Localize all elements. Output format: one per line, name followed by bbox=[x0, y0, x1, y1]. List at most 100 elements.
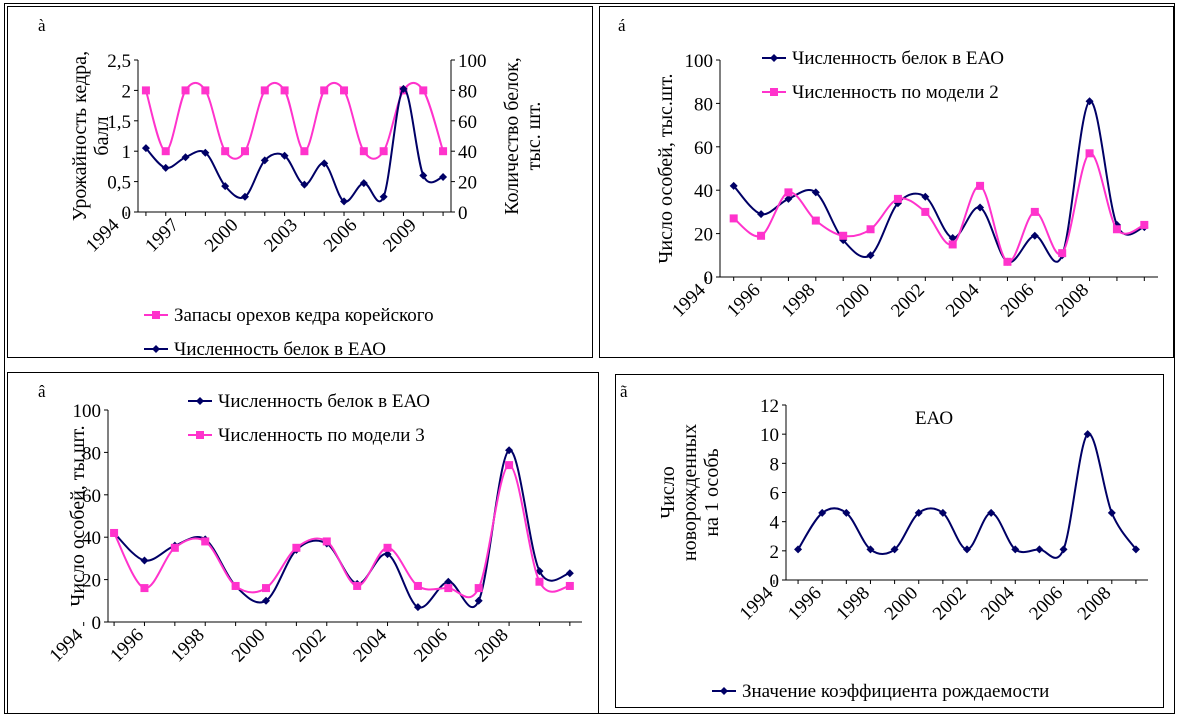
diamond-marker bbox=[141, 144, 150, 153]
series-line bbox=[732, 100, 1145, 264]
x-tick-label: 2006 bbox=[320, 215, 362, 257]
y-axis-label: Число особей, ты.шт. bbox=[67, 425, 89, 606]
diamond-marker bbox=[383, 550, 392, 559]
diamond-marker bbox=[379, 192, 388, 201]
diamond-marker bbox=[921, 192, 930, 201]
square-marker bbox=[535, 577, 544, 586]
diamond-marker bbox=[1030, 231, 1039, 240]
legend: Запасы орехов кедра корейского Численност… bbox=[144, 305, 434, 360]
square-marker bbox=[419, 86, 428, 95]
y2-tick-label: 100 bbox=[458, 51, 487, 72]
square-marker bbox=[921, 207, 930, 216]
diamond-marker bbox=[866, 251, 875, 260]
series-line bbox=[797, 433, 1137, 559]
square-marker bbox=[439, 147, 448, 156]
y-tick-label: 20 bbox=[82, 571, 101, 592]
chart-c: 0 20 40 60 80 100 1994 1996 1998 2000 2002 2004 2006… bbox=[46, 391, 582, 667]
x-tick-label: 1996 bbox=[784, 583, 826, 625]
x-tick-label: 2008 bbox=[1074, 583, 1116, 625]
diamond-marker bbox=[474, 596, 483, 605]
x-tick-label: 1998 bbox=[778, 280, 820, 322]
legend-label: Запасы орехов кедра корейского bbox=[174, 305, 434, 326]
square-marker bbox=[359, 147, 368, 156]
series-0 bbox=[794, 430, 1140, 559]
x-tick-label: 2002 bbox=[289, 625, 331, 667]
legend-label: Численность белок в ЕАО bbox=[792, 48, 1004, 69]
diamond-marker bbox=[1035, 545, 1044, 554]
square-marker bbox=[152, 311, 160, 319]
diamond-marker bbox=[413, 603, 422, 612]
diamond-marker bbox=[818, 508, 827, 517]
diamond-marker bbox=[262, 596, 270, 605]
square-marker bbox=[320, 86, 329, 95]
square-marker bbox=[505, 461, 514, 470]
y-tick-label: 0 bbox=[704, 268, 714, 289]
square-marker bbox=[240, 147, 249, 156]
square-marker bbox=[383, 543, 392, 552]
diamond-marker bbox=[987, 508, 996, 517]
series-1 bbox=[729, 149, 1149, 266]
diamond-marker bbox=[565, 569, 574, 578]
diamond-marker bbox=[201, 148, 210, 157]
y-axis-label: балл bbox=[91, 116, 113, 155]
chart-panel-b: á 0 20 40 60 80 100 1994 1996 1998 2000 2002 2004 20… bbox=[599, 6, 1174, 358]
x-tick-label: 2003 bbox=[260, 215, 302, 257]
square-marker bbox=[161, 147, 170, 156]
x-tick-label: 1996 bbox=[723, 280, 765, 322]
square-marker bbox=[976, 181, 985, 190]
chart-panel-a: à 00,511,522,502040608010019941997200020… bbox=[7, 6, 593, 360]
y2-tick-label: 40 bbox=[458, 142, 477, 163]
x-tick-label: 2008 bbox=[471, 625, 513, 667]
series-line bbox=[113, 449, 571, 609]
diamond-marker bbox=[794, 545, 803, 554]
diamond-marker bbox=[161, 163, 170, 172]
y-tick-label: 20 bbox=[694, 225, 713, 246]
x-tick-label: 1994 bbox=[46, 624, 88, 666]
y-tick-label: 2 bbox=[770, 542, 780, 563]
square-marker bbox=[1112, 225, 1121, 234]
diamond-marker bbox=[729, 181, 738, 190]
y-tick-label: 80 bbox=[82, 443, 101, 464]
y-axis-label: Число особей, тыс.шт. bbox=[655, 73, 677, 263]
square-marker bbox=[839, 231, 848, 240]
y-tick-label: 2,5 bbox=[107, 51, 131, 72]
y-tick-label: 100 bbox=[685, 51, 714, 72]
panel-letter: ã bbox=[620, 382, 628, 401]
y-tick-label: 1 bbox=[122, 142, 132, 163]
diamond-marker bbox=[963, 545, 971, 554]
square-marker bbox=[757, 231, 766, 240]
square-marker bbox=[770, 88, 778, 96]
y-tick-label: 60 bbox=[694, 138, 713, 159]
x-tick-label: 1996 bbox=[106, 625, 148, 667]
chart-d: 0246810121994199619982000200220042006200… bbox=[657, 396, 1148, 702]
series-line bbox=[145, 87, 444, 203]
square-marker bbox=[140, 584, 149, 593]
square-marker bbox=[201, 537, 210, 546]
square-marker bbox=[201, 86, 210, 95]
square-marker bbox=[474, 584, 483, 593]
x-tick-label: 2009 bbox=[379, 215, 421, 257]
x-tick-label: 2002 bbox=[929, 583, 971, 625]
y-tick-label: 100 bbox=[73, 401, 102, 422]
series-1 bbox=[110, 461, 574, 599]
legend: Численность белок в ЕАО Численность по мо… bbox=[188, 391, 430, 446]
diamond-marker bbox=[842, 508, 851, 517]
square-marker bbox=[565, 581, 574, 590]
square-marker bbox=[221, 147, 230, 156]
y-tick-label: 8 bbox=[770, 454, 780, 475]
square-marker bbox=[340, 86, 349, 95]
diamond-marker bbox=[152, 345, 160, 353]
legend-label: Численность по модели 2 bbox=[792, 82, 999, 103]
diamond-marker bbox=[1059, 545, 1068, 554]
x-tick-label: 2004 bbox=[349, 624, 391, 666]
y-tick-label: 0,5 bbox=[107, 173, 131, 194]
y2-axis-label: тыс. шт. bbox=[523, 102, 545, 171]
square-marker bbox=[141, 86, 150, 95]
square-marker bbox=[280, 86, 289, 95]
legend-label: Численность белок в ЕАО bbox=[174, 339, 386, 360]
y-tick-label: 2 bbox=[122, 81, 132, 102]
figure-frame: à 00,511,522,502040608010019941997200020… bbox=[4, 3, 1175, 714]
square-marker bbox=[893, 194, 902, 203]
diamond-marker bbox=[976, 203, 985, 212]
y-tick-label: 1,5 bbox=[107, 112, 131, 133]
